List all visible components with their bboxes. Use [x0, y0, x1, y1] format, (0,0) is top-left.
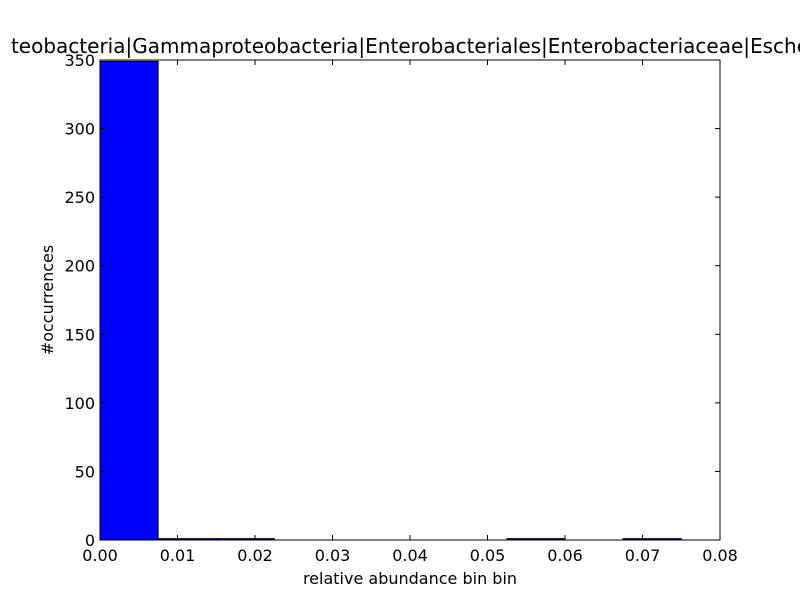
histogram-bars — [99, 60, 682, 541]
x-axis-label: relative abundance bin bin — [303, 569, 517, 588]
plot-area — [100, 60, 720, 540]
x-tick-label: 0.06 — [547, 546, 583, 565]
x-axis-ticks: 0.00 0.01 0.02 0.03 0.04 0.05 0.06 0.07 0.08 — [82, 60, 738, 565]
plot-frame — [99, 59, 721, 541]
y-tick-label: 0 — [85, 531, 95, 550]
x-tick-label: 0.03 — [315, 546, 351, 565]
chart-title: teobacteria|Gammaproteobacteria|Enteroba… — [11, 34, 800, 58]
x-tick-label: 0.00 — [82, 546, 118, 565]
y-tick-label: 200 — [64, 257, 95, 276]
x-tick-label: 0.05 — [470, 546, 506, 565]
y-axis-label: #occurrences — [38, 245, 57, 355]
x-tick-label: 0.08 — [702, 546, 738, 565]
x-tick-label: 0.07 — [625, 546, 661, 565]
y-tick-label: 250 — [64, 188, 95, 207]
y-tick-label: 100 — [64, 394, 95, 413]
y-tick-label: 150 — [64, 325, 95, 344]
y-tick-label: 50 — [75, 462, 95, 481]
histogram-bar — [99, 60, 159, 541]
y-tick-label: 300 — [64, 120, 95, 139]
x-tick-label: 0.04 — [392, 546, 428, 565]
x-tick-label: 0.01 — [160, 546, 196, 565]
y-axis-ticks: 0 50 100 150 200 250 300 350 — [64, 51, 720, 550]
x-tick-label: 0.02 — [237, 546, 273, 565]
y-tick-label: 350 — [64, 51, 95, 70]
